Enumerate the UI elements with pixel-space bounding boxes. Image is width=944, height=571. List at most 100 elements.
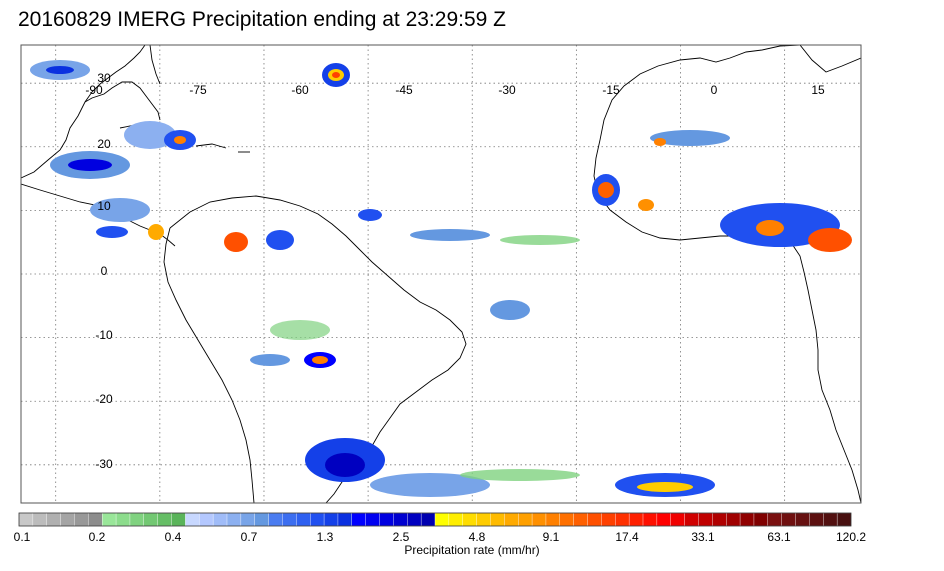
colorbar-tick-label: 4.8 (469, 530, 486, 544)
lon-label: -15 (602, 83, 620, 97)
colorbar-swatch (226, 512, 242, 527)
colorbar-swatch (476, 512, 491, 527)
colorbar-swatch (601, 512, 616, 527)
colorbar-swatch (115, 512, 131, 527)
map-content (21, 45, 861, 503)
lon-label: -30 (498, 83, 516, 97)
colorbar-swatch (448, 512, 464, 527)
colorbar-label: Precipitation rate (mm/hr) (404, 543, 540, 557)
colorbar-swatch (531, 512, 547, 527)
colorbar-swatch (268, 512, 283, 527)
colorbar-swatch (795, 512, 810, 527)
lon-label: 0 (711, 83, 718, 97)
colorbar-tick-label: 2.5 (393, 530, 410, 544)
colorbar-swatch (642, 512, 658, 527)
colorbar-swatch (573, 512, 589, 527)
colorbar-swatch (337, 512, 353, 527)
colorbar-swatch (836, 512, 852, 527)
colorbar-swatch (434, 512, 450, 527)
coastline-gulf-coast (84, 81, 161, 121)
colorbar-swatch (351, 512, 367, 527)
colorbar-swatch (504, 512, 519, 527)
colorbar-swatch (88, 512, 103, 527)
colorbar-swatch (310, 512, 325, 527)
colorbar-swatch (254, 512, 270, 527)
colorbar-ticks: 0.1 0.2 0.4 0.7 1.3 2.5 4.8 9.1 17.4 33.… (14, 530, 867, 544)
colorbar-swatch (670, 512, 686, 527)
colorbar-tick-label: 120.2 (836, 530, 866, 544)
colorbar-swatch (282, 512, 297, 527)
colorbar-swatch (393, 512, 408, 527)
colorbar-swatch (143, 512, 159, 527)
colorbar-swatch (32, 512, 48, 527)
colorbar-swatch (240, 512, 256, 527)
colorbar-swatch (171, 512, 186, 527)
colorbar-swatch (809, 512, 824, 527)
colorbar-swatch (212, 512, 228, 527)
colorbar-swatch (656, 512, 672, 527)
colorbar-swatch (823, 512, 838, 527)
lat-label: 10 (97, 199, 111, 213)
colorbar-outline (18, 512, 852, 527)
colorbar-tick-label: 0.4 (165, 530, 182, 544)
colorbar-tick-label: 33.1 (691, 530, 715, 544)
colorbar-swatch (462, 512, 478, 527)
axis-labels: -90 -75 -60 -45 -30 -15 0 15 30 20 10 0 … (85, 71, 825, 471)
colorbar-swatch (74, 512, 89, 527)
colorbar-swatch (684, 512, 699, 527)
colorbar-tick-label: 0.1 (14, 530, 31, 544)
colorbar-tick-label: 0.7 (241, 530, 258, 544)
lon-label: -60 (291, 83, 309, 97)
colorbar-swatches (18, 512, 852, 527)
colorbar-swatch (420, 512, 436, 527)
coastline-africa-east (799, 45, 861, 73)
colorbar-tick-label: 0.2 (89, 530, 106, 544)
map-title: 20160829 IMERG Precipitation ending at 2… (18, 8, 506, 31)
colorbar-swatch (587, 512, 602, 527)
lat-label: 20 (97, 137, 111, 151)
colorbar-swatch (767, 512, 783, 527)
colorbar-swatch (518, 512, 533, 527)
precipitation-features (30, 60, 852, 497)
colorbar-swatch (698, 512, 713, 527)
colorbar-swatch (46, 512, 62, 527)
coastline-florida (149, 45, 161, 85)
coastline-africa-north (599, 45, 801, 141)
lon-label: 15 (811, 83, 825, 97)
colorbar-swatch (781, 512, 797, 527)
colorbar-swatch (739, 512, 755, 527)
lat-label: 30 (97, 71, 111, 85)
colorbar-tick-label: 17.4 (615, 530, 639, 544)
colorbar-tick-label: 63.1 (767, 530, 791, 544)
colorbar-swatch (157, 512, 173, 527)
colorbar-swatch (60, 512, 75, 527)
lon-label: -90 (85, 83, 103, 97)
lat-label: -30 (95, 457, 113, 471)
lat-label: -10 (95, 328, 113, 342)
colorbar-swatch (379, 512, 394, 527)
colorbar-swatch (407, 512, 422, 527)
map-frame (20, 44, 862, 504)
colorbar-swatch (753, 512, 769, 527)
lat-label: -20 (95, 392, 113, 406)
lon-label: -45 (395, 83, 413, 97)
colorbar-swatch (615, 512, 630, 527)
coastline-hispaniola (195, 143, 227, 149)
colorbar-swatch (185, 512, 200, 527)
colorbar-swatch (545, 512, 561, 527)
lat-label: 0 (101, 264, 108, 278)
colorbar-swatch (628, 512, 644, 527)
colorbar-swatch (18, 512, 34, 527)
lon-label: -75 (189, 83, 207, 97)
colorbar-swatch (559, 512, 575, 527)
colorbar-swatch (296, 512, 311, 527)
colorbar-tick-label: 1.3 (317, 530, 334, 544)
colorbar-swatch (712, 512, 727, 527)
coastline-south-america (169, 195, 467, 503)
colorbar-swatch (365, 512, 381, 527)
coastline-south-america-west (163, 227, 255, 503)
colorbar-swatch (101, 512, 117, 527)
colorbar-swatch (129, 512, 145, 527)
